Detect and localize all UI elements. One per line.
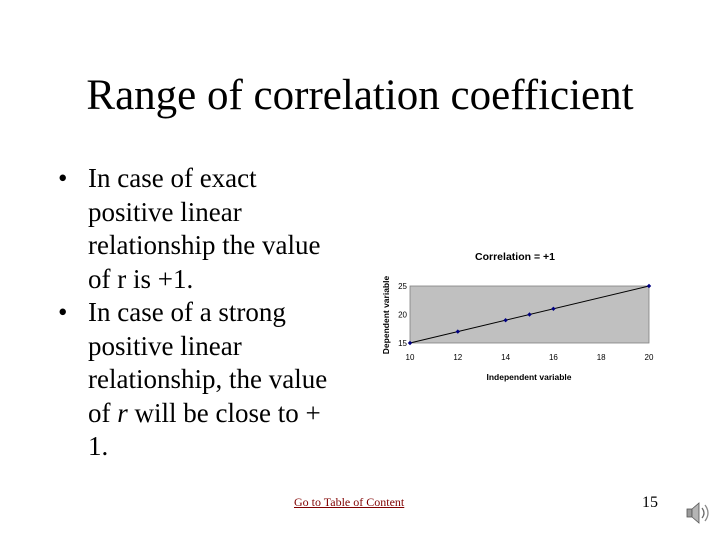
bullet-text-line: In case of a strong: [88, 297, 286, 327]
table-of-content-link[interactable]: Go to Table of Content: [294, 495, 405, 509]
data-point: [455, 329, 460, 334]
x-axis-label: Independent variable: [486, 372, 571, 382]
bullet-text-line: of r is +1.: [88, 263, 194, 294]
bullet-item-1: • In case of exact positive linear relat…: [58, 162, 358, 296]
y-tick-labels: 15 20 25: [398, 282, 407, 348]
data-point: [527, 312, 532, 317]
bullet-marker: •: [58, 297, 68, 327]
bullet-text-line: 1.: [88, 431, 109, 461]
page-number: 15: [642, 494, 658, 511]
chart-title: Correlation = +1: [475, 251, 555, 263]
x-tick-label: 14: [501, 353, 510, 362]
variable-r: r: [117, 397, 128, 428]
x-tick-label: 10: [406, 353, 415, 362]
bullet-text-line: of r will be close to +: [88, 397, 358, 431]
slide-title: Range of correlation coefficient: [86, 72, 634, 119]
y-axis-label: Dependent variable: [381, 276, 391, 355]
x-tick-label: 20: [645, 353, 654, 362]
x-tick-label: 18: [597, 353, 606, 362]
bullet-text-line: relationship the value: [88, 230, 321, 260]
bullet-text-segment: will be close to +: [127, 397, 321, 428]
data-point: [503, 318, 508, 323]
bullet-text-line: relationship, the value: [88, 364, 328, 394]
data-point: [646, 283, 652, 289]
bullet-text-line: positive linear: [88, 330, 242, 361]
data-point: [407, 340, 413, 346]
bullet-text-line: In case of exact: [88, 163, 257, 193]
y-tick-label: 25: [398, 282, 407, 291]
bullet-item-2: • In case of a strong positive linear re…: [58, 296, 358, 464]
speaker-icon[interactable]: [682, 498, 712, 528]
bullet-text-line: positive linear: [88, 196, 242, 227]
x-tick-label: 16: [549, 353, 558, 362]
bullet-list: • In case of exact positive linear relat…: [58, 162, 358, 464]
data-points: [407, 283, 652, 346]
x-tick-labels: 10 12 14 16 18 20: [406, 353, 654, 362]
y-tick-label: 15: [398, 339, 407, 348]
bullet-marker: •: [58, 163, 68, 193]
y-tick-label: 20: [398, 311, 407, 320]
data-point: [551, 306, 556, 311]
correlation-chart: Correlation = +1 15 20 25 10 12 14 16 18 20 Ind…: [381, 251, 654, 382]
x-tick-label: 12: [453, 353, 462, 362]
bullet-text-segment: of: [88, 397, 118, 428]
